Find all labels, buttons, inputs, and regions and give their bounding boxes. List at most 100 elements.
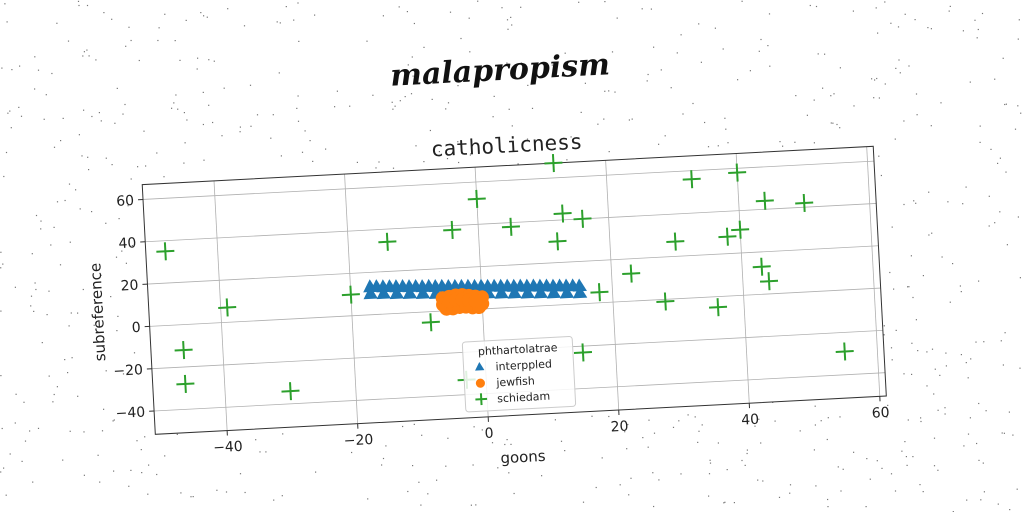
noise-speck xyxy=(171,107,173,109)
noise-speck xyxy=(67,372,69,374)
noise-speck xyxy=(180,492,182,494)
noise-speck xyxy=(827,506,829,508)
noise-speck xyxy=(511,125,513,127)
plot-frame xyxy=(141,145,887,435)
triangle-point xyxy=(572,285,588,299)
triangle-point xyxy=(546,285,562,299)
noise-speck xyxy=(724,117,726,119)
noise-speck xyxy=(1003,432,1005,434)
noise-speck xyxy=(965,186,967,188)
plus-point-v xyxy=(738,220,742,239)
noise-speck xyxy=(922,491,924,493)
noise-speck xyxy=(878,97,880,99)
noise-speck xyxy=(891,226,893,228)
noise-speck xyxy=(1018,19,1020,21)
noise-speck xyxy=(564,450,566,452)
noise-speck xyxy=(37,427,40,429)
noise-speck xyxy=(140,449,142,451)
noise-speck xyxy=(1002,364,1004,366)
noise-speck xyxy=(827,417,829,419)
plus-point xyxy=(467,189,486,208)
noise-speck xyxy=(978,402,980,405)
plus-point xyxy=(709,298,728,317)
noise-speck xyxy=(239,473,242,475)
noise-speck xyxy=(877,32,879,34)
noise-speck xyxy=(64,199,66,202)
noise-speck xyxy=(884,83,886,85)
noise-speck xyxy=(1005,171,1007,173)
noise-speck xyxy=(945,352,947,354)
noise-speck xyxy=(939,374,941,376)
noise-speck xyxy=(813,99,815,101)
noise-speck xyxy=(940,102,942,104)
noise-speck xyxy=(225,491,228,493)
noise-speck xyxy=(757,479,759,481)
noise-speck xyxy=(186,119,188,121)
plus-point xyxy=(590,283,609,302)
noise-speck xyxy=(83,474,85,476)
noise-speck xyxy=(250,125,252,127)
noise-speck xyxy=(824,53,826,55)
triangle-point xyxy=(507,285,522,299)
noise-speck xyxy=(871,78,873,80)
noise-speck xyxy=(708,495,710,497)
noise-speck xyxy=(646,80,648,82)
noise-speck xyxy=(86,4,89,7)
noise-speck xyxy=(837,466,839,468)
noise-speck xyxy=(890,347,893,349)
noise-speck xyxy=(928,191,930,193)
noise-speck xyxy=(694,416,696,418)
noise-speck xyxy=(664,135,666,137)
noise-speck xyxy=(497,467,499,469)
noise-speck xyxy=(906,464,908,466)
noise-speck xyxy=(650,8,652,10)
noise-speck xyxy=(315,471,317,473)
plus-point-v xyxy=(735,163,739,182)
noise-speck xyxy=(531,107,534,109)
noise-speck xyxy=(769,65,771,67)
y-tick-label: 60 xyxy=(116,193,135,210)
noise-speck xyxy=(259,451,261,453)
noise-speck xyxy=(853,451,855,453)
noise-speck xyxy=(905,456,907,458)
noise-speck xyxy=(886,416,888,418)
noise-speck xyxy=(203,159,205,161)
noise-speck xyxy=(281,495,283,497)
plus-point-v xyxy=(763,191,767,210)
noise-speck xyxy=(741,459,743,462)
noise-speck xyxy=(570,136,572,138)
noise-speck xyxy=(296,107,298,109)
noise-speck xyxy=(907,286,909,288)
noise-speck xyxy=(115,256,118,258)
noise-speck xyxy=(69,241,71,243)
noise-speck xyxy=(301,151,304,153)
noise-speck xyxy=(79,208,81,210)
noise-speck xyxy=(458,161,460,164)
noise-speck xyxy=(23,401,25,403)
noise-speck xyxy=(895,329,897,331)
noise-speck xyxy=(77,312,79,314)
noise-speck xyxy=(431,98,433,100)
noise-speck xyxy=(852,10,854,12)
triangle-point xyxy=(389,285,405,300)
noise-speck xyxy=(928,234,930,236)
noise-speck xyxy=(100,274,102,276)
noise-speck xyxy=(469,51,471,53)
noise-speck xyxy=(779,141,781,143)
noise-speck xyxy=(982,462,984,464)
y-tick-label: 40 xyxy=(118,235,137,252)
noise-speck xyxy=(147,493,149,495)
noise-speck xyxy=(967,433,970,435)
noise-speck xyxy=(110,296,112,298)
noise-speck xyxy=(173,102,175,104)
noise-speck xyxy=(406,11,408,13)
noise-speck xyxy=(77,0,80,3)
noise-speck xyxy=(45,94,47,96)
noise-speck xyxy=(128,26,130,28)
noise-speck xyxy=(282,433,284,435)
noise-speck xyxy=(959,285,961,287)
noise-speck xyxy=(962,30,964,32)
noise-speck xyxy=(1014,128,1017,130)
noise-speck xyxy=(221,135,223,137)
y-tick-label: −20 xyxy=(113,362,143,380)
